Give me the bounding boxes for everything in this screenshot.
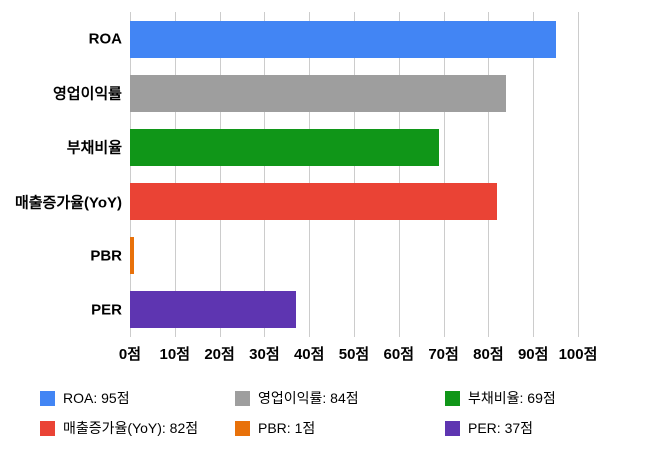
legend-item: 영업이익률: 84점 bbox=[235, 388, 445, 408]
x-tick-label: 100점 bbox=[558, 346, 598, 363]
bar[interactable] bbox=[130, 74, 507, 112]
bar[interactable] bbox=[130, 128, 440, 166]
legend-swatch bbox=[235, 390, 250, 406]
gridline bbox=[533, 12, 535, 337]
category-label: ROA bbox=[88, 30, 122, 48]
x-tick-label: 30점 bbox=[249, 346, 280, 363]
gridline bbox=[219, 12, 221, 337]
bar[interactable] bbox=[130, 237, 135, 275]
category-label: PER bbox=[91, 301, 122, 319]
x-tick-label: 70점 bbox=[428, 346, 459, 363]
x-tick-label: 90점 bbox=[517, 346, 549, 363]
x-tick-label: 80점 bbox=[473, 346, 504, 363]
category-label: PBR bbox=[90, 247, 122, 265]
gridline bbox=[309, 12, 311, 337]
gridline bbox=[578, 12, 579, 337]
legend-label: ROA: 95점 bbox=[63, 390, 130, 406]
x-tick-label: 40점 bbox=[293, 346, 325, 363]
legend-item: PBR: 1점 bbox=[235, 418, 445, 438]
x-axis-labels: 0점 10점 20점 30점 40점 50점 60점 70점 80점 90점 100점 bbox=[119, 343, 597, 365]
legend-label: 부채비율: 69점 bbox=[468, 390, 556, 406]
x-tick-label: 0점 bbox=[118, 346, 142, 363]
gridline bbox=[398, 12, 400, 337]
legend-swatch bbox=[40, 420, 55, 436]
bar[interactable] bbox=[130, 291, 296, 329]
bar[interactable] bbox=[130, 183, 498, 221]
legend-item: 매출증가율(YoY): 82점 bbox=[40, 418, 235, 438]
gridline bbox=[488, 12, 490, 337]
legend-swatch bbox=[445, 390, 460, 406]
category-label: 매출증가율(YoY) bbox=[14, 194, 122, 212]
legend-item: ROA: 95점 bbox=[40, 388, 235, 408]
category-label: 영업이익률 bbox=[52, 85, 122, 103]
legend-swatch bbox=[40, 390, 55, 406]
gridline bbox=[354, 12, 355, 337]
gridline bbox=[264, 12, 266, 337]
legend-label: 영업이익률: 84점 bbox=[258, 390, 359, 406]
legend-swatch bbox=[235, 420, 250, 436]
legend-label: PER: 37점 bbox=[468, 420, 534, 436]
legend-label: 매출증가율(YoY): 82점 bbox=[63, 420, 199, 436]
x-tick-label: 50점 bbox=[338, 346, 370, 363]
plot-area bbox=[130, 12, 579, 337]
bar[interactable] bbox=[130, 20, 556, 58]
x-tick-label: 10점 bbox=[159, 346, 191, 363]
legend-item: PER: 37점 bbox=[445, 418, 556, 438]
legend-label: PBR: 1점 bbox=[258, 420, 316, 436]
gridline bbox=[174, 12, 176, 337]
legend-swatch bbox=[445, 420, 460, 436]
legend-item: 부채비율: 69점 bbox=[445, 388, 556, 408]
gridline bbox=[443, 12, 445, 337]
x-tick-label: 20점 bbox=[204, 346, 235, 363]
gridline bbox=[130, 12, 131, 337]
category-label: 부채비율 bbox=[66, 139, 122, 157]
x-tick-label: 60점 bbox=[383, 346, 415, 363]
